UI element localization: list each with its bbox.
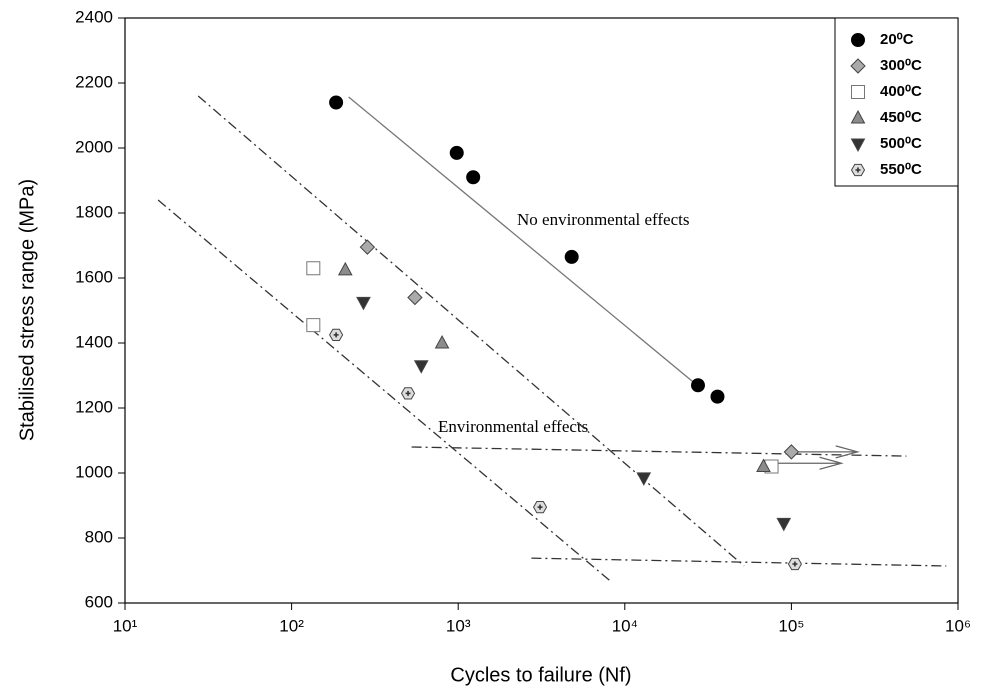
marker-dot: [333, 332, 339, 338]
marker: [636, 472, 652, 486]
y-tick-label: 1400: [75, 332, 113, 351]
marker-dot: [855, 167, 861, 173]
marker: [413, 360, 429, 374]
y-tick-label: 600: [85, 592, 113, 611]
marker: [756, 458, 771, 472]
y-tick-label: 1600: [75, 267, 113, 286]
y-tick-label: 2200: [75, 72, 113, 91]
legend-label: 450⁰C: [880, 109, 922, 126]
marker: [449, 145, 464, 160]
trend-line: [531, 557, 947, 567]
annotation: Environmental effects: [438, 417, 588, 436]
annotation: No environmental effects: [517, 210, 689, 229]
x-tick-label: 10⁴: [612, 616, 638, 635]
legend-marker: [850, 58, 866, 74]
y-axis-label: Stabilised stress range (MPa): [16, 179, 38, 441]
marker: [564, 249, 579, 264]
plot-frame: [124, 17, 959, 604]
y-tick-label: 2000: [75, 137, 113, 156]
marker-dot: [537, 504, 543, 510]
marker: [337, 261, 353, 276]
legend-label: 20⁰C: [880, 31, 914, 48]
legend-label: 550⁰C: [880, 161, 922, 178]
legend-marker: [851, 85, 865, 99]
x-tick-label: 10³: [446, 616, 471, 635]
trend-line: [197, 95, 745, 567]
legend-marker: [851, 33, 865, 47]
marker: [710, 389, 725, 404]
y-tick-label: 800: [85, 527, 113, 546]
marker-dot: [792, 561, 798, 567]
x-tick-label: 10²: [279, 616, 304, 635]
x-tick-label: 10⁶: [945, 616, 971, 635]
y-tick-label: 1200: [75, 397, 113, 416]
marker: [690, 378, 705, 393]
runout-arrow: [775, 456, 844, 470]
trend-line: [411, 446, 907, 457]
marker-dot: [405, 390, 411, 396]
legend-label: 500⁰C: [880, 135, 922, 152]
x-tick-label: 10¹: [113, 616, 138, 635]
marker: [356, 296, 371, 311]
marker: [407, 289, 423, 306]
y-tick-label: 2400: [75, 7, 113, 26]
marker: [776, 517, 792, 532]
y-tick-label: 1000: [75, 462, 113, 481]
x-axis-label: Cycles to failure (Nf): [450, 664, 631, 686]
x-tick-label: 10⁵: [778, 616, 804, 635]
y-tick-label: 1800: [75, 202, 113, 221]
legend-label: 400⁰C: [880, 83, 922, 100]
marker: [306, 261, 321, 276]
marker: [434, 334, 450, 349]
marker: [359, 239, 376, 255]
runout-arrow: [794, 445, 860, 459]
trend-line: [348, 96, 703, 390]
marker: [783, 444, 800, 460]
legend-marker: [850, 138, 866, 153]
marker: [466, 170, 481, 185]
marker: [329, 95, 344, 110]
legend-marker: [850, 109, 866, 124]
marker: [306, 318, 321, 333]
legend-label: 300⁰C: [880, 57, 922, 74]
